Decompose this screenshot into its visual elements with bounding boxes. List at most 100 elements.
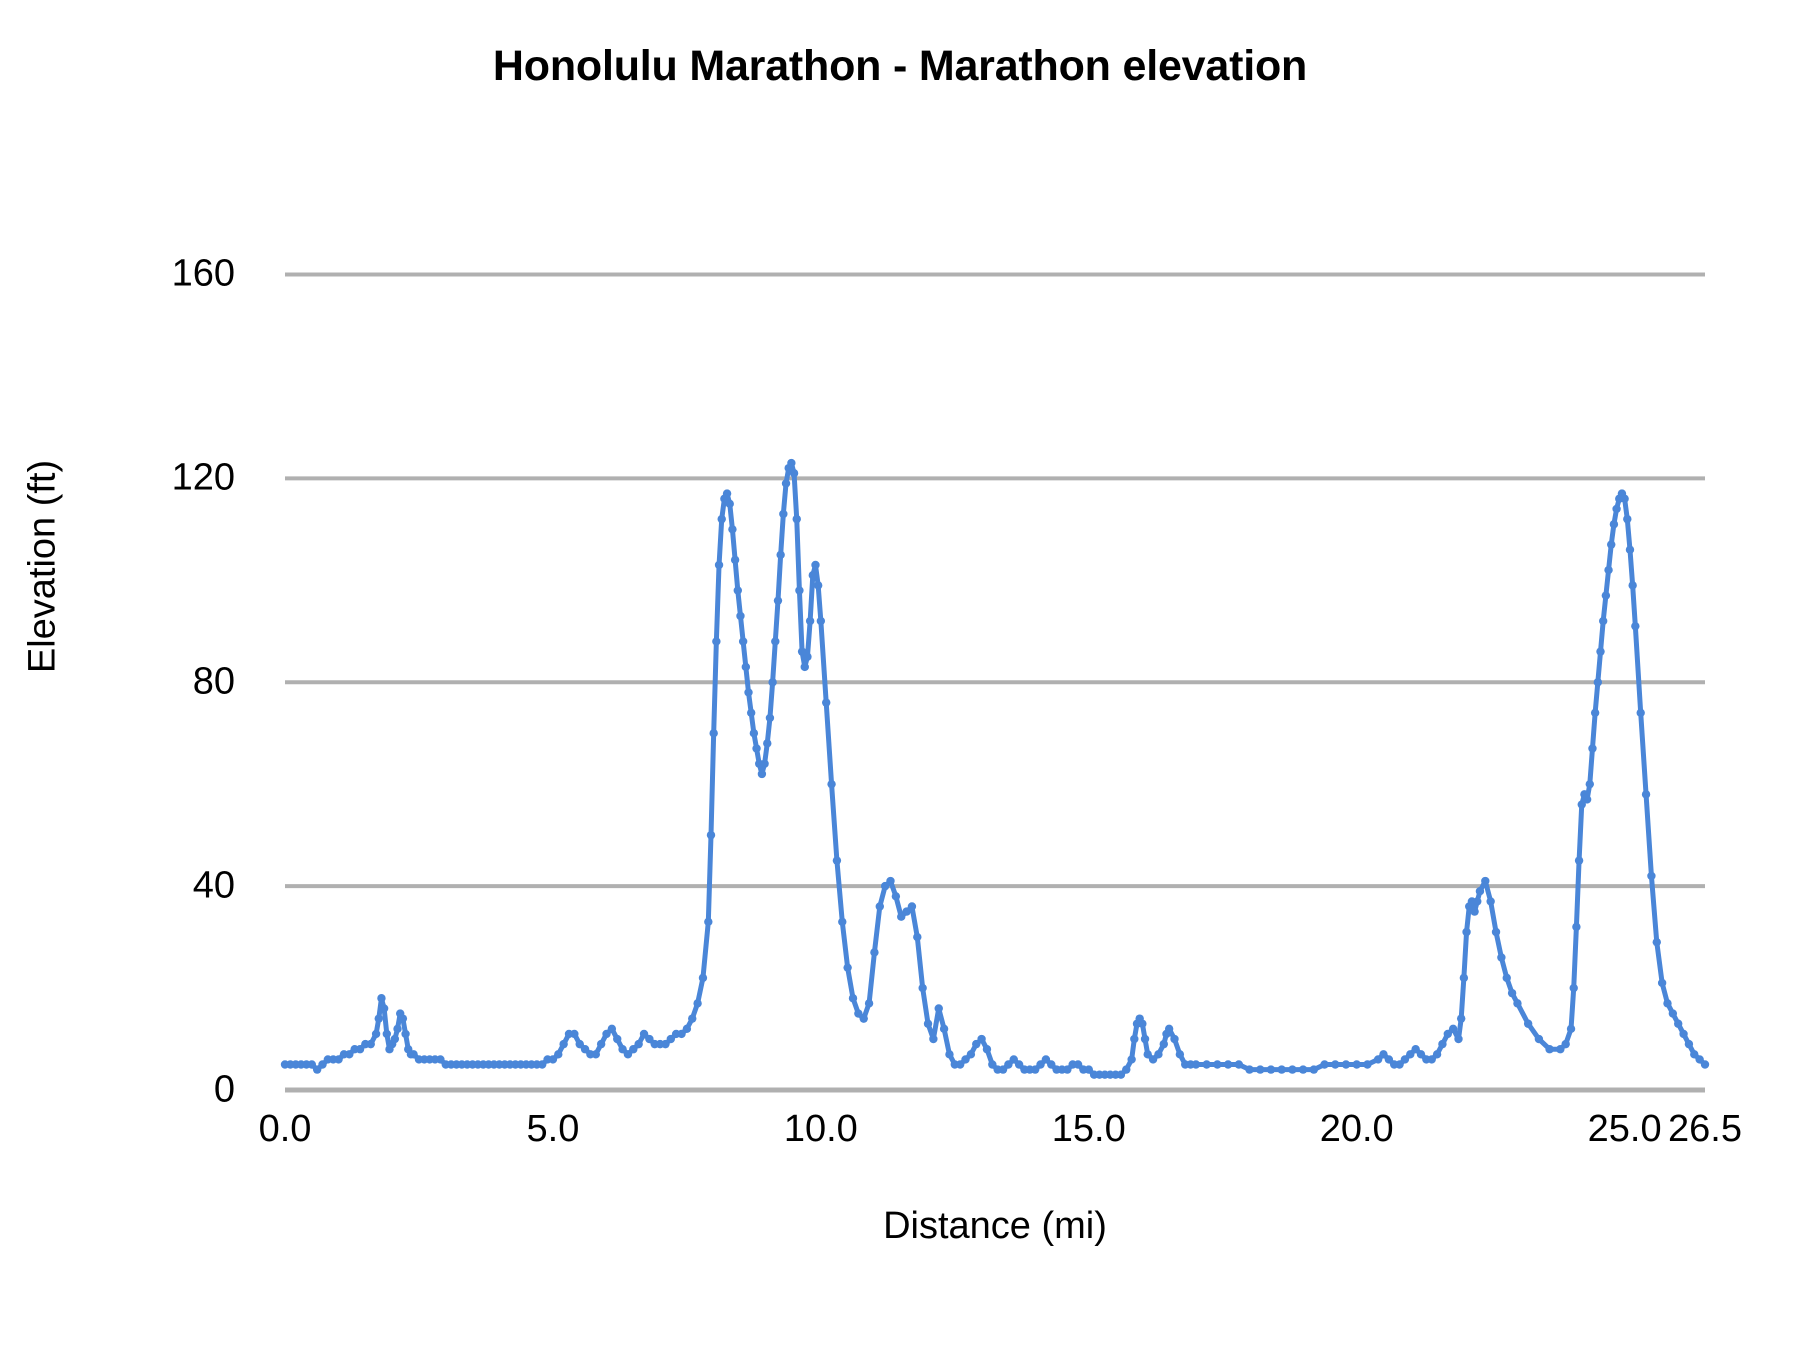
data-point (1454, 1034, 1463, 1044)
data-point (1572, 922, 1581, 932)
data-point (382, 1029, 392, 1039)
data-point (934, 1004, 943, 1013)
data-point (1625, 545, 1635, 554)
data-point (1159, 1039, 1168, 1049)
data-point (355, 1045, 365, 1054)
data-point (591, 1050, 600, 1059)
data-point (634, 1039, 643, 1049)
data-point (1245, 1065, 1254, 1074)
data-point (1432, 1050, 1442, 1059)
data-point (1384, 1055, 1394, 1064)
data-point (1009, 1055, 1018, 1064)
data-point (728, 525, 737, 534)
data-point (773, 596, 783, 605)
data-point (682, 1024, 692, 1034)
data-point (1609, 520, 1619, 529)
data-point (827, 779, 836, 789)
elevation-line (282, 460, 1708, 1078)
data-point (891, 892, 901, 901)
data-point (1170, 1034, 1179, 1044)
data-point (776, 550, 785, 559)
data-point (1411, 1045, 1420, 1054)
data-point (709, 729, 718, 738)
data-point (918, 983, 927, 993)
data-point (859, 1014, 868, 1023)
data-point (374, 1014, 383, 1023)
data-point (1674, 1019, 1683, 1028)
data-point (1459, 973, 1469, 983)
data-point (805, 616, 815, 626)
data-point (1523, 1019, 1533, 1028)
data-point (781, 479, 791, 488)
data-point (377, 994, 386, 1003)
data-point (945, 1050, 954, 1059)
data-point (988, 1060, 997, 1069)
data-point (596, 1039, 606, 1049)
data-point (706, 830, 716, 840)
data-point (1690, 1050, 1699, 1059)
data-point (1331, 1060, 1340, 1069)
data-point (1475, 887, 1485, 896)
data-point (1363, 1060, 1372, 1069)
data-point (1140, 1034, 1150, 1044)
data-point (1636, 708, 1645, 718)
data-point (602, 1029, 611, 1039)
data-point (1668, 1009, 1678, 1018)
data-point (1138, 1019, 1147, 1028)
data-point (1612, 504, 1621, 514)
data-point (771, 637, 780, 646)
data-point (1497, 953, 1506, 962)
data-point (1298, 1065, 1308, 1074)
data-point (1604, 565, 1613, 575)
data-point (618, 1045, 627, 1054)
data-point (923, 1019, 933, 1028)
data-point (722, 489, 732, 498)
data-point (714, 560, 724, 570)
data-point (1234, 1060, 1244, 1069)
data-point (961, 1055, 970, 1064)
data-point (1647, 871, 1656, 881)
data-point (1588, 744, 1597, 753)
data-point (765, 713, 775, 723)
data-point (1438, 1039, 1447, 1049)
data-point (548, 1055, 558, 1064)
data-point (1288, 1065, 1297, 1074)
data-point (1400, 1055, 1410, 1064)
data-point (725, 499, 734, 509)
data-point (1191, 1060, 1201, 1069)
data-point (1213, 1060, 1222, 1069)
data-point (1448, 1024, 1458, 1034)
data-point (580, 1045, 590, 1054)
data-point (966, 1050, 976, 1059)
data-point (401, 1029, 410, 1039)
data-point (907, 902, 917, 911)
y-tick-label: 80 (192, 660, 235, 703)
data-point (1041, 1055, 1051, 1064)
data-point (746, 708, 756, 718)
data-point (1277, 1065, 1286, 1074)
x-tick-label: 0.0 (258, 1108, 312, 1150)
data-point (1309, 1065, 1319, 1074)
data-point (1470, 907, 1479, 916)
data-point (1143, 1050, 1152, 1059)
data-point (1014, 1060, 1024, 1069)
data-point (538, 1060, 547, 1069)
x-tick-label: 20.0 (1319, 1108, 1394, 1150)
data-point (1352, 1060, 1361, 1069)
data-point (345, 1050, 354, 1059)
data-point (897, 912, 906, 921)
data-point (1574, 856, 1584, 865)
data-point (760, 759, 769, 768)
data-point (1395, 1060, 1404, 1069)
y-tick-label: 160 (171, 252, 235, 295)
data-point (623, 1050, 633, 1059)
data-point (607, 1024, 617, 1034)
data-point (1148, 1055, 1158, 1064)
data-point (629, 1045, 638, 1054)
data-point (1063, 1065, 1072, 1074)
x-tick-label: 5.0 (526, 1108, 580, 1150)
data-point (639, 1029, 649, 1039)
data-point (763, 739, 772, 748)
data-point (955, 1060, 965, 1069)
data-point (792, 514, 801, 524)
